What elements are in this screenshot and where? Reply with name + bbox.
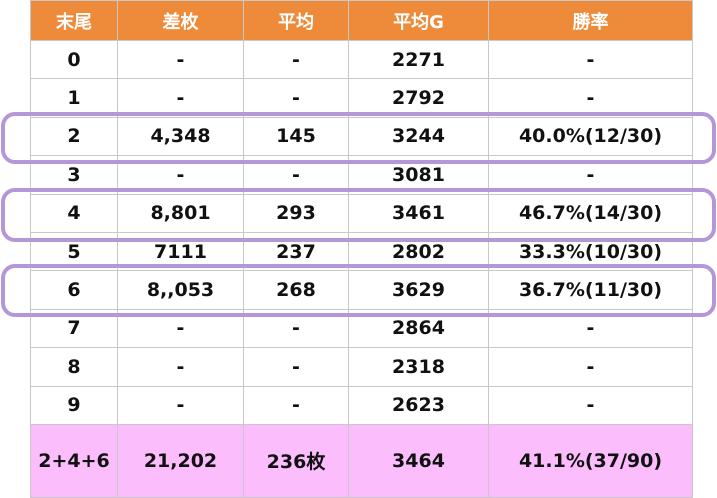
- table-cell: 3: [30, 155, 118, 195]
- table-cell: -: [117, 78, 244, 118]
- table-cell: 5: [30, 231, 118, 272]
- total-cell: 236枚: [243, 423, 349, 498]
- total-cell: 3464: [348, 423, 489, 498]
- table-cell: 8,,053: [117, 270, 244, 310]
- table-cell: 1: [30, 78, 118, 118]
- table-cell: -: [488, 155, 693, 195]
- table-cell: -: [243, 347, 349, 387]
- table-cell: 46.7%(14/30): [488, 193, 693, 233]
- table-cell: 36.7%(11/30): [488, 270, 693, 310]
- table-cell: -: [243, 308, 349, 349]
- header-cell: 勝率: [488, 0, 693, 41]
- table-cell: -: [488, 39, 693, 80]
- table-cell: -: [117, 308, 244, 349]
- table-cell: 8: [30, 347, 118, 387]
- table-cell: 7: [30, 308, 118, 349]
- table-cell: -: [117, 347, 244, 387]
- table-cell: -: [243, 78, 349, 118]
- table-cell: -: [243, 155, 349, 195]
- table-cell: 2623: [348, 385, 489, 425]
- table-row: 9- -2623-: [30, 385, 693, 425]
- table-cell: 40.0%(12/30): [488, 116, 693, 157]
- table-row: 0- -2271-: [30, 39, 693, 80]
- table-cell: 2: [30, 116, 118, 157]
- table-cell: 2864: [348, 308, 489, 349]
- table-cell: 2792: [348, 78, 489, 118]
- table-cell: 33.3%(10/30): [488, 231, 693, 272]
- table-cell: 3629: [348, 270, 489, 310]
- table-cell: 8,801: [117, 193, 244, 233]
- table-cell: 0: [30, 39, 118, 80]
- table-row: 2 4,348 145 3244 40.0%(12/30): [30, 116, 693, 157]
- table-row: 7- -2864-: [30, 308, 693, 349]
- table-cell: -: [243, 385, 349, 425]
- table-cell: -: [117, 385, 244, 425]
- table-cell: 2802: [348, 231, 489, 272]
- table-cell: -: [488, 385, 693, 425]
- table-cell: 237: [243, 231, 349, 272]
- table-row: 8- -2318-: [30, 347, 693, 387]
- table-cell: 7111: [117, 231, 244, 272]
- table-cell: 2318: [348, 347, 489, 387]
- table-cell: 3081: [348, 155, 489, 195]
- header-cell: 末尾: [30, 0, 118, 41]
- table-cell: 3244: [348, 116, 489, 157]
- table-cell: 4,348: [117, 116, 244, 157]
- table-cell: -: [117, 155, 244, 195]
- total-cell: 21,202: [117, 423, 244, 498]
- table-cell: 4: [30, 193, 118, 233]
- table-body: 0- -2271-1- -2792-2 4,348 145 3244 40.0%(12/30…: [30, 39, 693, 498]
- table-cell: 9: [30, 385, 118, 425]
- table-row: 3- -3081-: [30, 155, 693, 195]
- total-row: 2+4+6 21,202 236枚 3464 41.1%(37/90): [30, 423, 693, 498]
- table-cell: 268: [243, 270, 349, 310]
- header-cell: 平均: [243, 0, 349, 41]
- table-cell: -: [488, 308, 693, 349]
- data-table: 末尾 差枚 平均 平均G 勝率 0- -2271-1- -2792-2 4,348 145 324…: [30, 0, 693, 498]
- table-cell: 2271: [348, 39, 489, 80]
- table-row: 4 8,801 293 3461 46.7%(14/30): [30, 193, 693, 233]
- table-cell: -: [243, 39, 349, 80]
- table-cell: -: [488, 78, 693, 118]
- table-row: 1- -2792-: [30, 78, 693, 118]
- header-cell: 平均G: [348, 0, 489, 41]
- table-cell: -: [117, 39, 244, 80]
- table-cell: 6: [30, 270, 118, 310]
- table-cell: 293: [243, 193, 349, 233]
- total-cell: 2+4+6: [30, 423, 118, 498]
- table-cell: 3461: [348, 193, 489, 233]
- table-row: 6 8,,053 268 3629 36.7%(11/30): [30, 270, 693, 310]
- table-cell: -: [488, 347, 693, 387]
- total-cell: 41.1%(37/90): [488, 423, 693, 498]
- table-row: 5 7111 237 2802 33.3%(10/30): [30, 231, 693, 272]
- header-row: 末尾 差枚 平均 平均G 勝率: [30, 0, 693, 41]
- header-cell: 差枚: [117, 0, 244, 41]
- table-cell: 145: [243, 116, 349, 157]
